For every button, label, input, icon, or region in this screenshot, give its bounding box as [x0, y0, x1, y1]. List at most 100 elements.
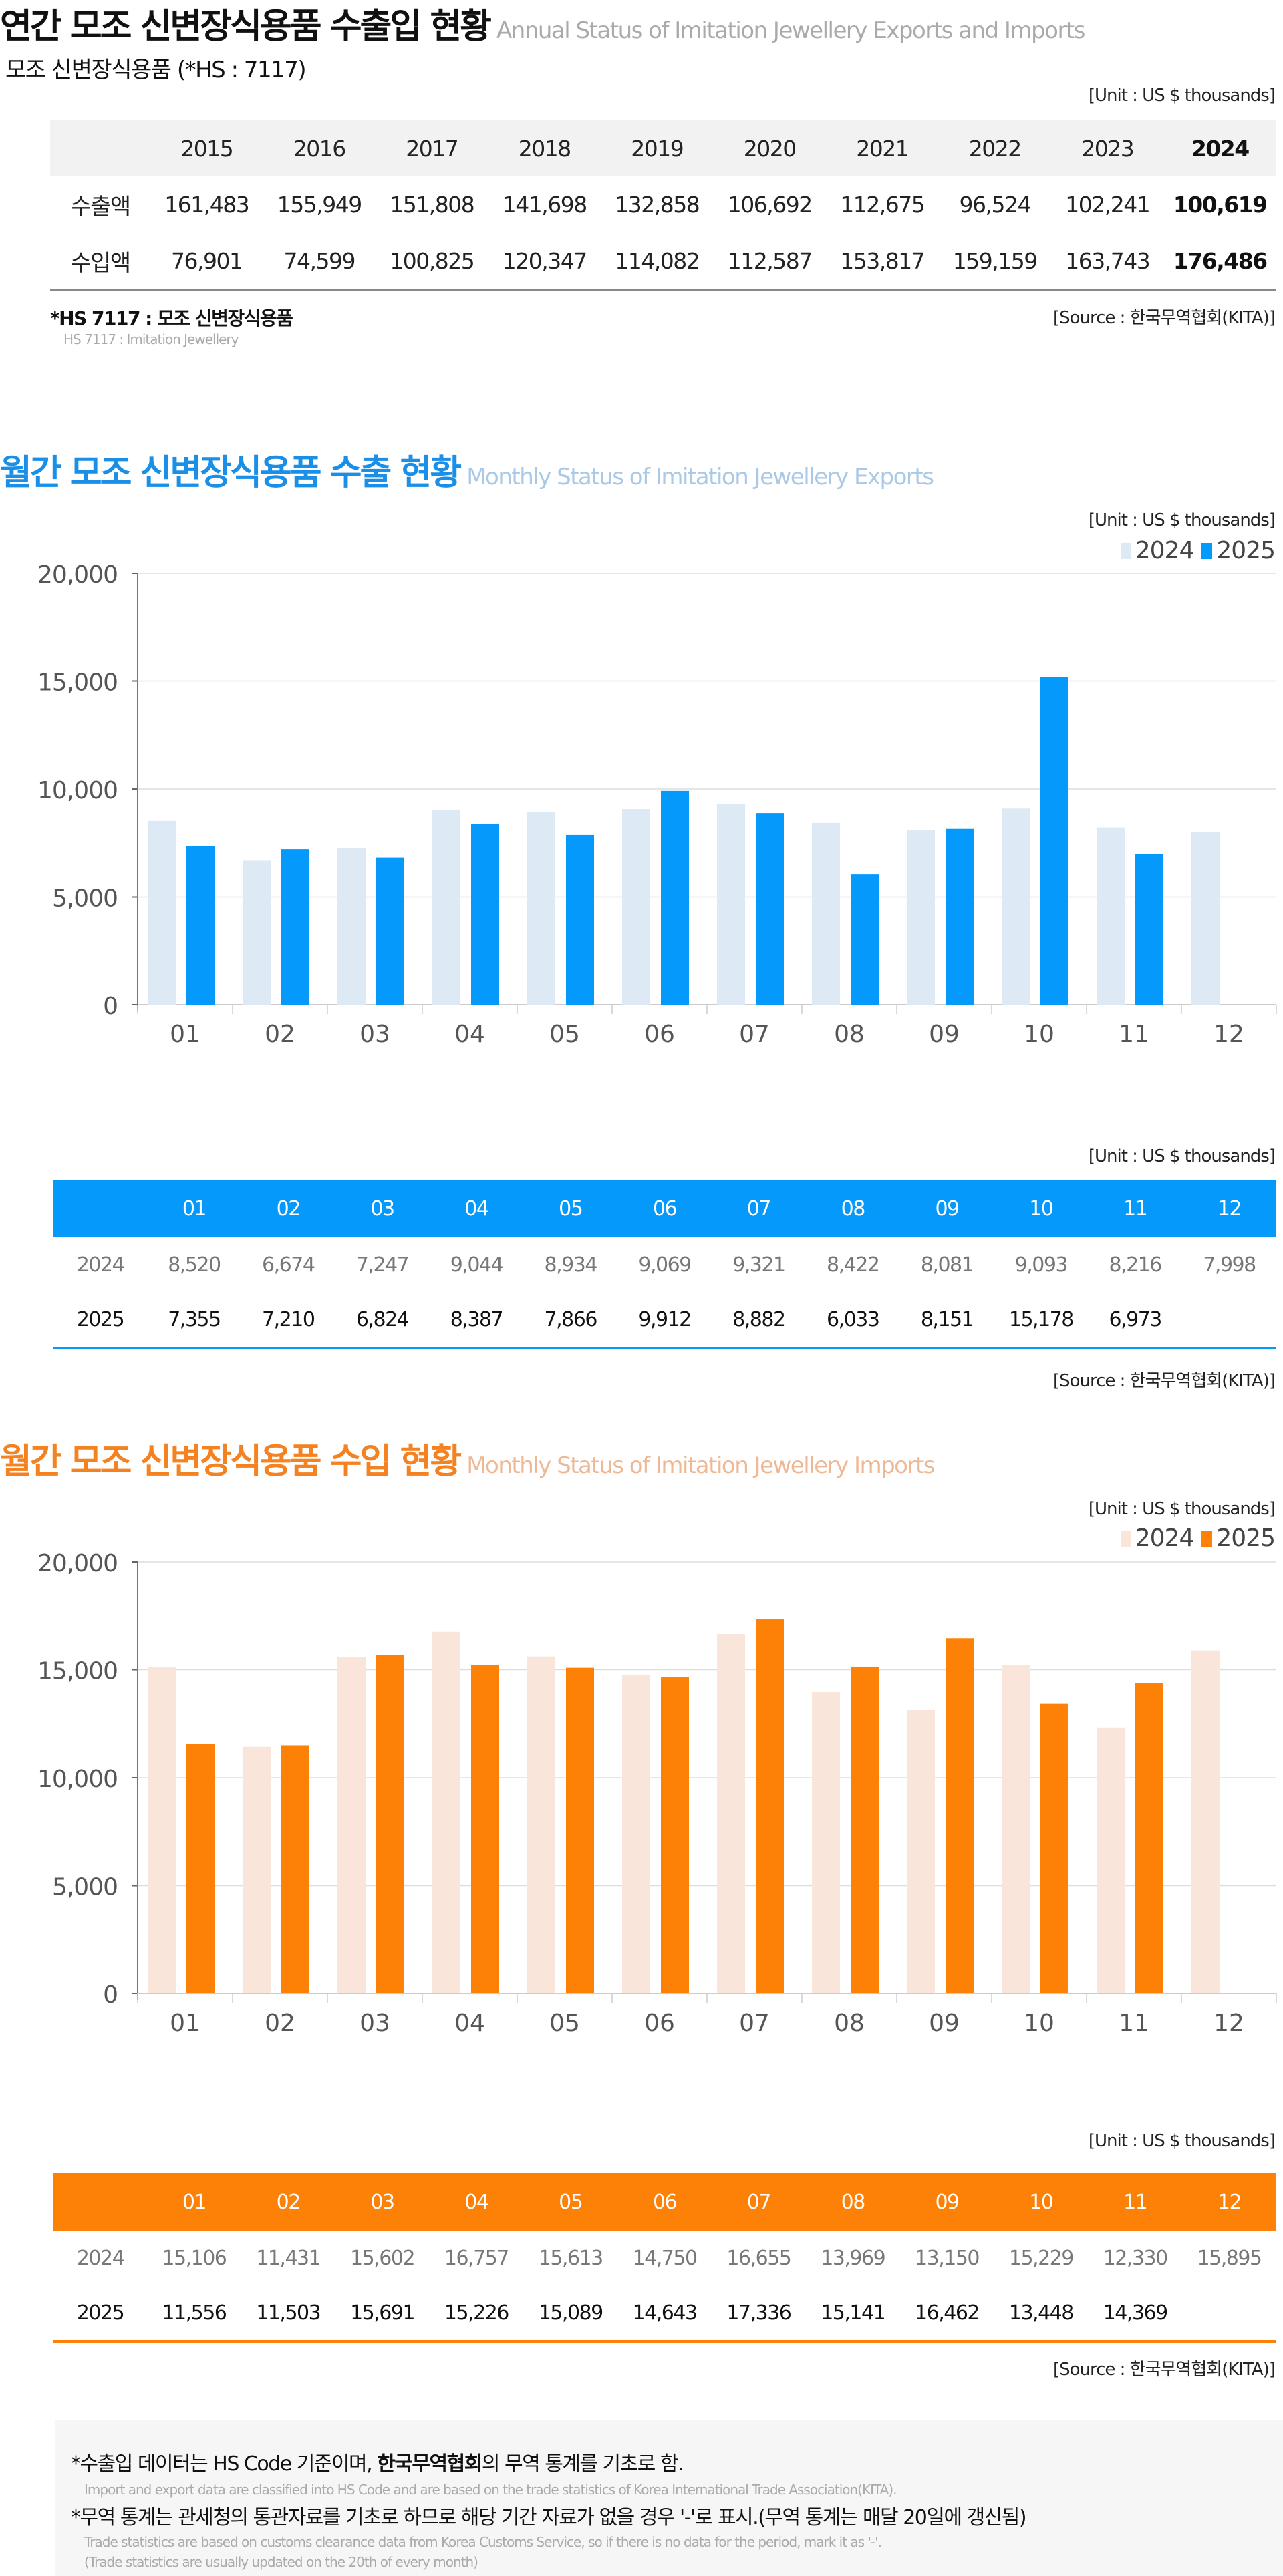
table-cell: 15,141: [821, 2301, 885, 2325]
note-1-text-post: 의 무역 통계를 기초로 함.: [481, 2452, 684, 2476]
bar-2024-04: [432, 1631, 460, 1993]
table-cell: 15,602: [350, 2246, 415, 2270]
table-cell: 141,698: [502, 191, 587, 218]
row-label: 2025: [76, 1307, 125, 1331]
x-tick-label: 01: [170, 1021, 200, 1048]
bar-2025-04: [471, 824, 499, 1005]
table-cell: 155,949: [277, 191, 362, 218]
table-cell: 132,858: [615, 191, 700, 218]
x-tick-label: 05: [549, 2009, 580, 2037]
table-cell: 15,226: [444, 2301, 509, 2325]
table-cell: 8,387: [450, 1307, 504, 1331]
bar-2024-01: [148, 1667, 176, 1993]
month-header: 03: [370, 2190, 395, 2214]
y-tick-label: 0: [103, 1981, 118, 2009]
exports-title-en: Monthly Status of Imitation Jewellery Ex…: [466, 464, 934, 490]
x-tick-label: 10: [1024, 1021, 1054, 1048]
table-cell: 176,486: [1173, 247, 1268, 274]
month-header: 01: [182, 1196, 207, 1221]
x-tick-label: 12: [1214, 2009, 1244, 2037]
month-header: 03: [370, 1196, 395, 1221]
bar-2024-03: [337, 848, 366, 1005]
table-cell: 13,448: [1008, 2301, 1074, 2325]
year-header: 2020: [743, 135, 797, 162]
table-cell: 7,355: [168, 1307, 221, 1331]
month-header: 04: [464, 1196, 489, 1221]
imports-unit-label: [Unit : US $ thousands]: [1088, 1499, 1276, 1519]
table-bottom-rule: [50, 289, 1276, 291]
month-header: 06: [652, 2190, 678, 2214]
legend-swatch-2025: [1201, 542, 1213, 559]
y-tick-label: 15,000: [37, 1658, 118, 1685]
y-tick-label: 20,000: [37, 1550, 118, 1577]
table-cell: 8,151: [920, 1307, 974, 1331]
month-header: 05: [559, 1196, 583, 1221]
exports-unit-label: [Unit : US $ thousands]: [1088, 510, 1276, 530]
row-label: 2024: [76, 2246, 125, 2270]
table-cell: 14,369: [1103, 2301, 1168, 2325]
exports-table-unit-label: [Unit : US $ thousands]: [1088, 1146, 1276, 1166]
table-cell: 120,347: [502, 247, 587, 274]
bar-2025-08: [851, 1666, 879, 1993]
bar-2024-07: [717, 803, 745, 1005]
table-cell: 112,587: [727, 247, 813, 274]
table-cell: 100,619: [1173, 191, 1268, 218]
month-header: 11: [1123, 2190, 1148, 2214]
hs-note-en: HS 7117 : Imitation Jewellery: [63, 331, 239, 347]
table-cell: 161,483: [164, 191, 249, 218]
month-header: 08: [841, 1196, 866, 1221]
x-tick-label: 03: [360, 2009, 390, 2037]
note-2: *무역 통계는 관세청의 통관자료를 기초로 하므로 해당 기간 자료가 없을 …: [71, 2506, 1027, 2529]
row-label: 수입액: [70, 249, 131, 277]
year-header: 2018: [518, 135, 571, 162]
bar-2025-03: [376, 857, 404, 1005]
table-cell: 11,431: [256, 2246, 321, 2270]
table-cell: 16,462: [915, 2301, 980, 2325]
bar-2024-06: [622, 1675, 650, 1993]
legend-label-2025: 2025: [1216, 1524, 1276, 1552]
exports-chart: 0 5,000 10,000 15,000 20,000 01 02 03 04 05 06 07 08…: [0, 548, 1283, 1056]
y-tick-label: 15,000: [37, 669, 118, 697]
bar-2024-09: [907, 1710, 935, 1993]
table-cell: 8,882: [732, 1307, 786, 1331]
bar-2025-11: [1135, 1683, 1163, 1993]
table-cell: 11,556: [162, 2301, 227, 2325]
table-cell: 6,824: [355, 1307, 410, 1331]
month-header: 11: [1123, 1196, 1148, 1221]
year-header: 2015: [180, 135, 233, 162]
legend-label-2024: 2024: [1135, 1524, 1195, 1552]
bar-2024-08: [812, 822, 840, 1005]
x-tick-label: 09: [929, 2009, 960, 2037]
table-cell: 9,093: [1014, 1253, 1068, 1277]
table-cell: 7,210: [262, 1307, 315, 1331]
note-1-bold: 한국무역협회: [377, 2452, 482, 2476]
bar-2025-10: [1040, 677, 1068, 1005]
table-cell: 15,178: [1008, 1307, 1074, 1331]
table-bottom-rule: [53, 2340, 1276, 2343]
x-tick-label: 03: [360, 1021, 390, 1048]
imports-title-en: Monthly Status of Imitation Jewellery Im…: [466, 1452, 935, 1479]
table-cell: 6,674: [262, 1253, 315, 1277]
y-tick-label: 10,000: [37, 777, 118, 804]
bar-2025-05: [566, 1667, 594, 1993]
bar-2024-12: [1191, 1650, 1220, 1993]
table-cell: 15,691: [350, 2301, 415, 2325]
x-tick-label: 12: [1214, 1021, 1244, 1048]
exports-title: 월간 모조 신변장식용품 수출 현황 Monthly Status of Imit…: [0, 446, 934, 504]
exports-table: 01 02 03 04 05 06 07 08 09 10 11 12 2024 8,520 6,674 7,…: [53, 1180, 1276, 1349]
bar-2025-07: [756, 813, 784, 1005]
table-cell: 8,520: [168, 1253, 221, 1277]
x-tick-label: 11: [1119, 1021, 1149, 1048]
table-cell: 151,808: [390, 191, 474, 218]
bar-2025-04: [471, 1665, 499, 1993]
bar-2025-09: [946, 1638, 974, 1993]
imports-legend: 2024 2025: [1113, 1524, 1276, 1552]
x-tick-label: 07: [739, 2009, 770, 2037]
exports-title-ko: 월간 모조 신변장식용품 수출 현황: [0, 453, 462, 493]
imports-table-unit-label: [Unit : US $ thousands]: [1088, 2131, 1276, 2151]
table-row: 2025 7,355 7,210 6,824 8,387 7,866 9,912 8,882 6…: [53, 1292, 1276, 1347]
table-cell: 12,330: [1103, 2246, 1168, 2270]
bar-2024-05: [527, 1656, 555, 1993]
bar-2025-07: [756, 1619, 784, 1993]
table-cell: 13,150: [915, 2246, 980, 2270]
